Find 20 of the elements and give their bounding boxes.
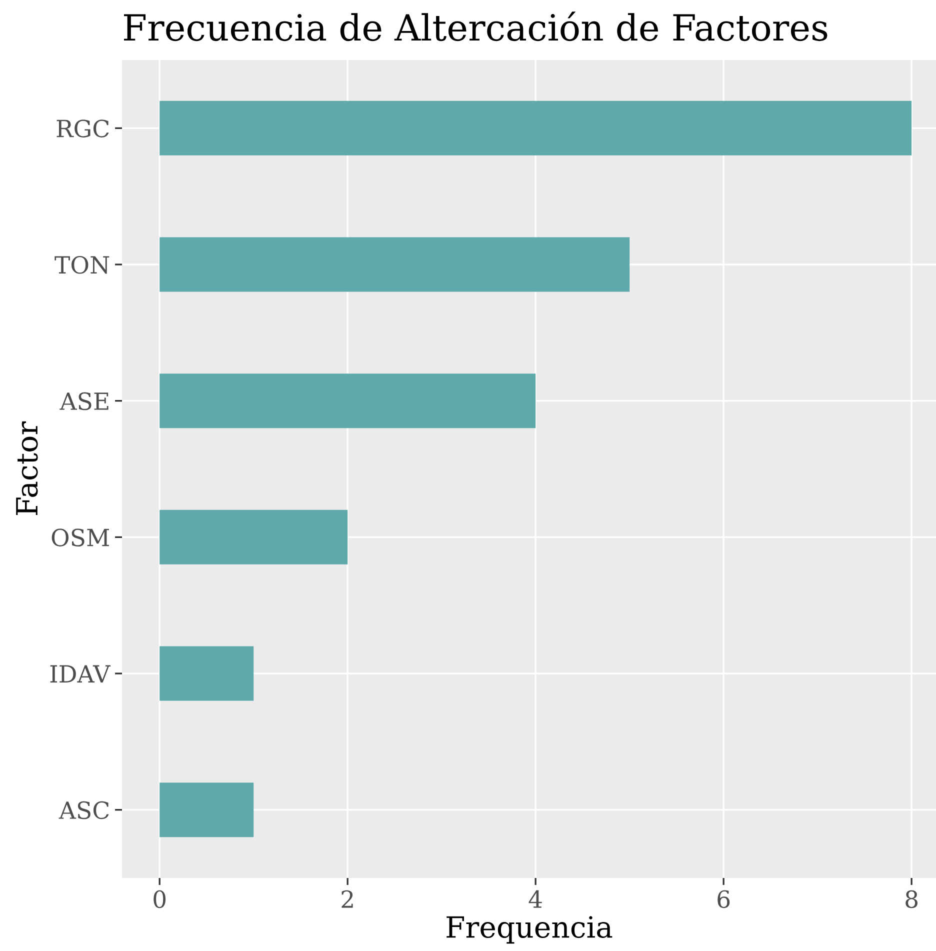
y-tick-label: IDAV [50,665,111,682]
y-axis-title: Factor [16,421,38,515]
y-tick-label: OSM [52,528,109,546]
bar [160,237,630,292]
x-tick-label: 8 [906,890,918,908]
x-tick-label: 6 [718,890,730,908]
x-axis-title: Frequencia [446,916,612,944]
bar [160,510,348,564]
y-tick-label: RGC [56,120,109,138]
bar [160,100,912,156]
bar [160,782,254,838]
bar [160,646,254,701]
x-tick-label: 4 [528,890,542,908]
y-tick-label: TON [54,256,110,274]
x-tick-label: 2 [342,890,353,908]
y-tick-label: ASE [60,392,108,410]
x-tick-label: 0 [154,890,166,908]
y-tick-label: ASC [58,801,109,820]
bar [160,374,536,428]
chart-title: Frecuencia de Altercación de Factores [124,12,828,42]
